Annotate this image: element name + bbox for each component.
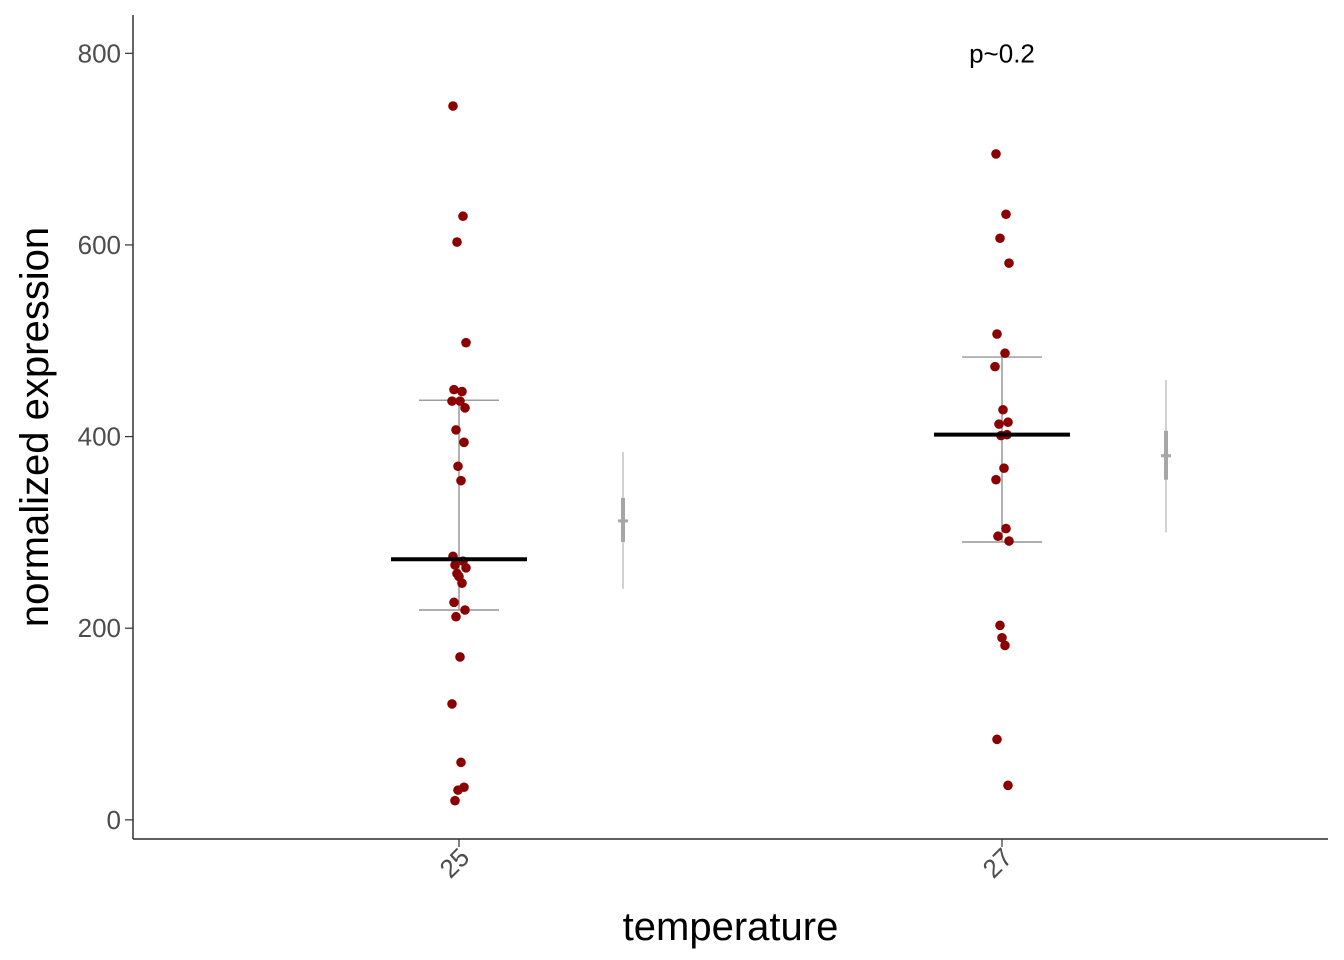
data-point-27 [998, 404, 1008, 415]
x-tick-label: 25 [434, 842, 476, 884]
data-point-27 [1003, 780, 1013, 791]
data-point-25 [449, 597, 459, 608]
data-point-25 [453, 461, 463, 472]
y-tick-label: 400 [78, 422, 121, 452]
data-point-25 [457, 578, 467, 588]
data-point-25 [451, 425, 461, 435]
data-point-25 [460, 403, 470, 413]
data-point-27 [1000, 348, 1010, 359]
data-point-27 [1001, 523, 1011, 534]
data-point-25 [461, 337, 471, 348]
data-point-25 [449, 384, 459, 395]
y-tick-label: 200 [78, 613, 121, 643]
y-axis-ticks: 0 200 400 600 800 [78, 38, 133, 835]
data-point-25 [450, 560, 460, 570]
data-point-25 [450, 795, 460, 806]
data-point-25 [456, 475, 466, 486]
data-point-27 [990, 361, 1000, 372]
data-point-25 [458, 211, 468, 222]
data-point-25 [452, 237, 462, 247]
data-point-25 [457, 386, 467, 397]
data-point-25 [455, 396, 465, 406]
data-point-25 [460, 605, 470, 615]
data-point-27 [1000, 640, 1010, 651]
data-point-25 [447, 396, 457, 406]
data-point-27 [991, 149, 1001, 159]
data-point-27 [991, 474, 1001, 485]
data-point-27 [1001, 209, 1011, 220]
x-axis-title: temperature [623, 905, 839, 949]
data-point-25 [459, 437, 469, 448]
y-tick-label: 600 [78, 230, 121, 260]
data-point-27 [997, 632, 1007, 643]
x-tick-label: 27 [977, 842, 1019, 884]
data-point-27 [995, 620, 1005, 631]
data-point-25 [453, 785, 463, 795]
data-point-25 [447, 699, 457, 709]
y-tick-label: 0 [107, 805, 121, 835]
data-point-25 [461, 563, 471, 573]
data-point-27 [993, 531, 1003, 542]
data-point-27 [992, 734, 1002, 745]
data-point-27 [1004, 258, 1014, 268]
data-point-27 [999, 463, 1009, 474]
data-point-25 [456, 757, 466, 768]
data-point-25 [448, 101, 458, 111]
data-point-27 [992, 329, 1002, 339]
data-point-25 [455, 652, 465, 662]
data-point-27 [994, 419, 1004, 429]
data-point-27 [995, 233, 1005, 244]
data-point-27 [1003, 417, 1013, 428]
y-tick-label: 800 [78, 38, 121, 68]
x-axis-ticks: 25 27 [434, 839, 1019, 884]
data-point-25 [451, 611, 461, 622]
data-point-27 [1004, 536, 1014, 546]
y-axis-title: normalized expression [13, 227, 57, 627]
plot-panel [391, 101, 1171, 806]
p-value-annotation: p~0.2 [969, 38, 1035, 68]
